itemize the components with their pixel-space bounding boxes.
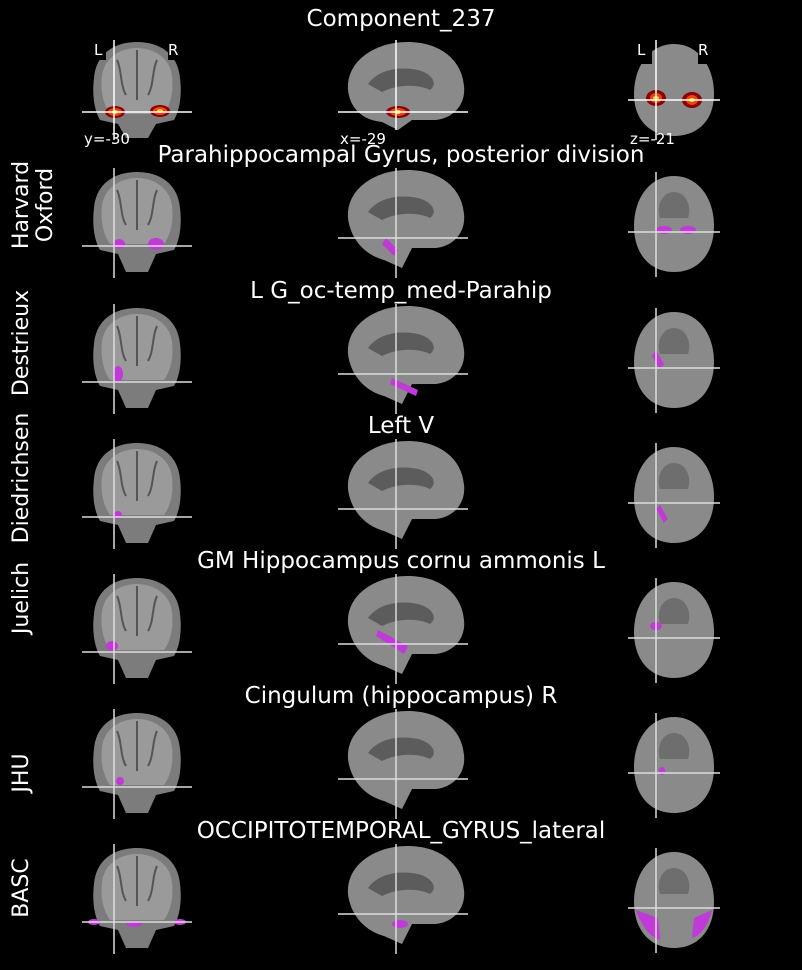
atlas-name-label: JHU xyxy=(9,753,34,793)
atlas-name-label: Destrieux xyxy=(9,289,34,397)
coronal-view xyxy=(82,439,192,549)
sagittal-view xyxy=(338,844,468,954)
axial-view xyxy=(628,578,720,683)
axial-view-activation xyxy=(628,40,720,140)
coord-z: z=-21 xyxy=(630,130,675,148)
right-marker-coronal: R xyxy=(168,41,179,59)
atlas-name-label: BASC xyxy=(9,858,34,918)
axial-view xyxy=(628,308,720,413)
atlas-region-label: L G_oc-temp_med-Parahip xyxy=(250,278,552,304)
atlas-name-label: Harvard Oxford xyxy=(9,160,58,250)
atlas-name-label: Diedrichsen xyxy=(9,412,34,544)
sagittal-view xyxy=(338,709,468,819)
figure-title: Component_237 xyxy=(306,6,496,32)
left-marker-axial: L xyxy=(637,41,646,59)
left-marker-coronal: L xyxy=(94,41,103,59)
coord-x: x=-29 xyxy=(340,130,386,148)
atlas-region-label: Left V xyxy=(367,413,435,439)
coronal-view-activation xyxy=(82,40,192,140)
coronal-view xyxy=(82,844,192,954)
axial-view xyxy=(628,172,720,277)
coronal-view xyxy=(82,304,192,414)
coronal-view xyxy=(82,168,192,278)
coronal-view xyxy=(82,574,192,684)
coord-y: y=-30 xyxy=(84,130,130,148)
axial-view xyxy=(628,713,720,818)
coronal-view xyxy=(82,709,192,819)
right-marker-axial: R xyxy=(698,41,709,59)
atlas-region-label: Cingulum (hippocampus) R xyxy=(244,683,558,709)
sagittal-view xyxy=(338,574,468,684)
sagittal-view xyxy=(338,439,468,549)
sagittal-view-activation xyxy=(338,40,468,130)
atlas-name-label: Juelich xyxy=(9,561,34,635)
sagittal-view xyxy=(338,168,468,278)
atlas-region-label: Parahippocampal Gyrus, posterior divisio… xyxy=(157,142,645,168)
atlas-region-label: OCCIPITOTEMPORAL_GYRUS_lateral xyxy=(196,818,606,844)
axial-view xyxy=(628,443,720,548)
axial-view xyxy=(628,848,720,953)
sagittal-view xyxy=(338,304,468,414)
atlas-region-label: GM Hippocampus cornu ammonis L xyxy=(197,548,605,574)
